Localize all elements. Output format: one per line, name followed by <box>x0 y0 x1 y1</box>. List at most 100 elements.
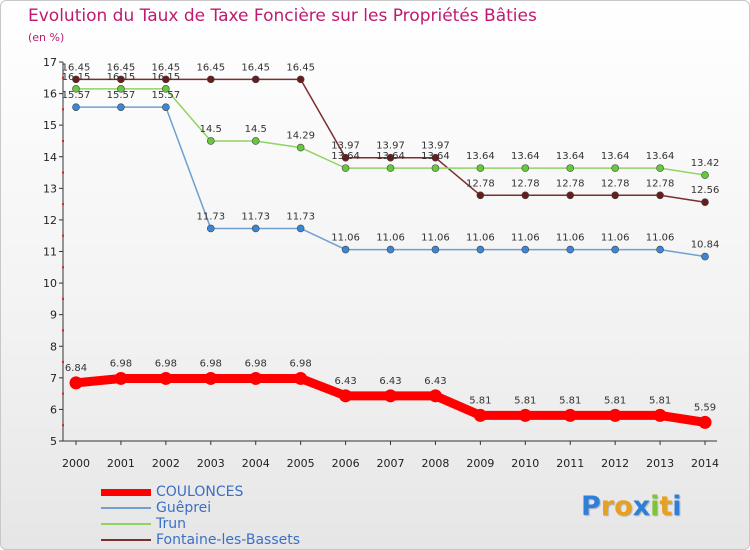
data-point <box>566 164 575 172</box>
data-label: 14.5 <box>245 124 267 135</box>
logo-letter: r <box>600 491 615 522</box>
data-point <box>566 245 575 254</box>
data-point <box>296 75 305 84</box>
y-minor-tick <box>62 392 64 395</box>
y-tick-label: 17 <box>43 56 57 69</box>
data-point <box>206 75 215 84</box>
data-label: 10.84 <box>691 240 720 251</box>
data-label: 5.81 <box>559 395 581 406</box>
x-tick-label: 2004 <box>242 457 270 470</box>
legend-swatch <box>101 539 151 541</box>
logo-letter: o <box>614 491 633 522</box>
data-point <box>341 164 350 172</box>
data-label: 16.45 <box>152 62 181 73</box>
x-tick-label: 2010 <box>511 457 539 470</box>
data-label: 12.78 <box>466 178 495 189</box>
x-tick-label: 2005 <box>287 457 315 470</box>
legend-label: COULONCES <box>156 484 244 500</box>
data-point <box>563 408 577 422</box>
data-label: 12.78 <box>511 178 540 189</box>
data-point <box>431 245 440 254</box>
legend-label: Guêprei <box>156 500 212 516</box>
series-line <box>75 88 706 176</box>
data-label: 12.78 <box>556 178 585 189</box>
data-point <box>521 164 530 172</box>
data-label: 11.06 <box>466 233 495 244</box>
data-point <box>162 85 170 93</box>
legend: COULONCES Guêprei Trun Fontaine-les-Bass… <box>101 484 361 548</box>
data-point <box>476 245 485 254</box>
data-point <box>428 389 442 403</box>
data-label: 13.64 <box>421 151 450 162</box>
data-point <box>251 75 260 84</box>
data-label: 15.57 <box>152 90 181 101</box>
data-label: 13.97 <box>331 141 360 152</box>
y-tick-label: 10 <box>43 277 57 290</box>
data-label: 12.78 <box>601 178 630 189</box>
y-tick-label: 6 <box>50 403 57 416</box>
y-tick-label: 8 <box>50 340 57 353</box>
x-tick-label: 2000 <box>62 457 90 470</box>
legend-label: Fontaine-les-Bassets <box>156 532 301 548</box>
data-point <box>476 164 485 172</box>
data-label: 5.81 <box>649 395 671 406</box>
proxiti-logo: Proxiti <box>581 491 682 522</box>
y-tick-label: 15 <box>43 119 57 132</box>
x-tick-label: 2002 <box>152 457 180 470</box>
y-minor-tick <box>62 203 64 206</box>
data-point <box>611 191 619 200</box>
data-label: 13.97 <box>421 141 450 152</box>
legend-item: Trun <box>101 516 361 532</box>
data-label: 6.43 <box>424 376 446 387</box>
x-tick-label: 2009 <box>466 457 494 470</box>
data-label: 6.43 <box>379 376 401 387</box>
y-minor-tick <box>62 424 64 427</box>
data-point <box>72 103 80 111</box>
data-point <box>206 137 215 145</box>
data-point <box>72 75 80 84</box>
y-minor-tick <box>62 361 64 364</box>
data-point <box>204 371 218 385</box>
data-label: 16.45 <box>62 62 91 73</box>
data-label: 11.73 <box>196 211 225 222</box>
data-label: 12.56 <box>691 185 720 196</box>
data-label: 13.42 <box>691 158 720 169</box>
data-point <box>249 371 263 385</box>
data-point <box>117 75 125 84</box>
data-label: 14.29 <box>286 131 315 142</box>
data-point <box>653 408 667 422</box>
data-point <box>386 245 395 254</box>
y-tick-label: 14 <box>43 151 57 164</box>
legend-label: Trun <box>156 516 186 532</box>
data-label: 11.06 <box>331 233 360 244</box>
axes: 5 6 7 8 9 10 11 12 13 14 15 16 17 2000 2001 2002 2003 200… <box>43 56 719 470</box>
y-tick-label: 9 <box>50 309 57 322</box>
data-point <box>251 137 260 145</box>
data-label: 13.64 <box>601 151 630 162</box>
y-minor-tick <box>62 108 64 111</box>
x-tick-label: 2014 <box>691 457 719 470</box>
data-point <box>656 191 664 200</box>
data-point <box>521 191 530 200</box>
data-point <box>251 224 260 233</box>
data-point <box>701 252 709 261</box>
y-tick-label: 11 <box>43 246 57 259</box>
x-tick-label: 2013 <box>646 457 674 470</box>
data-point <box>431 164 440 172</box>
data-point <box>656 164 664 172</box>
data-label: 6.98 <box>155 358 177 369</box>
data-label: 11.06 <box>421 233 450 244</box>
data-point <box>698 415 712 429</box>
x-tick-label: 2008 <box>421 457 449 470</box>
x-tick-label: 2003 <box>197 457 225 470</box>
data-point <box>69 376 83 390</box>
logo-letter: P <box>581 491 601 522</box>
data-point <box>114 371 128 385</box>
data-label: 16.15 <box>62 72 91 83</box>
x-tick-label: 2001 <box>107 457 135 470</box>
data-point <box>473 408 487 422</box>
data-label: 13.64 <box>376 151 405 162</box>
data-point <box>296 224 305 233</box>
